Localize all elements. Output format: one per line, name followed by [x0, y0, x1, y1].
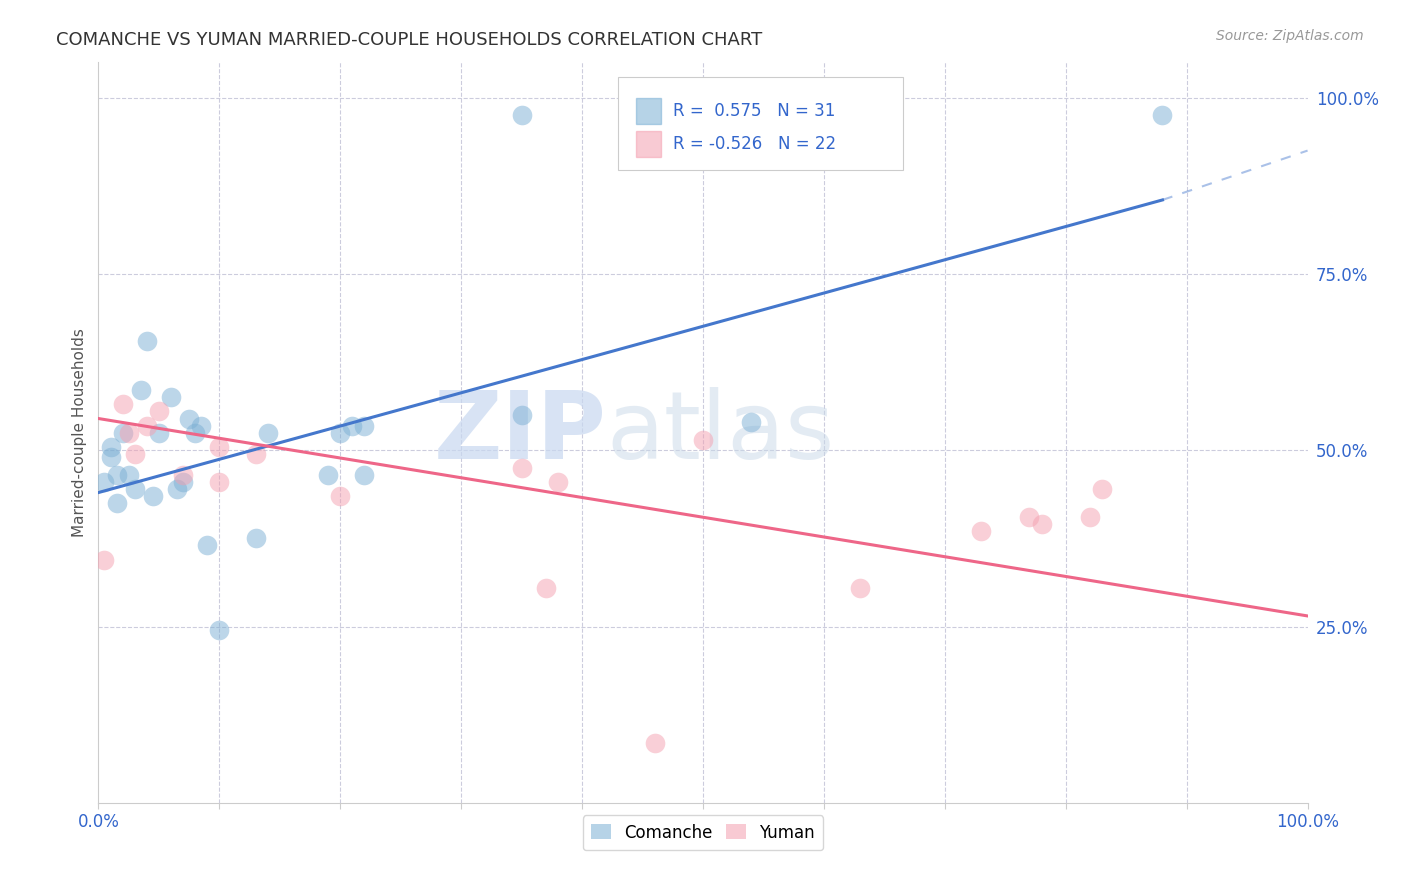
Point — [124, 447, 146, 461]
Point — [1091, 482, 1114, 496]
Point — [329, 489, 352, 503]
Y-axis label: Married-couple Households: Married-couple Households — [72, 328, 87, 537]
Point — [184, 425, 207, 440]
Point — [245, 447, 267, 461]
Text: Source: ZipAtlas.com: Source: ZipAtlas.com — [1216, 29, 1364, 43]
Point — [534, 581, 557, 595]
Point — [208, 623, 231, 637]
Point — [510, 108, 533, 122]
Point — [510, 408, 533, 422]
Point — [353, 467, 375, 482]
Point — [1031, 517, 1053, 532]
Point — [93, 475, 115, 489]
Point — [208, 440, 231, 454]
Point — [195, 538, 218, 552]
Point — [179, 411, 201, 425]
Point — [256, 425, 278, 440]
Legend: Comanche, Yuman: Comanche, Yuman — [582, 815, 824, 850]
Point — [93, 552, 115, 566]
Point — [970, 524, 993, 539]
Point — [353, 418, 375, 433]
Point — [692, 433, 714, 447]
Point — [1152, 108, 1174, 122]
Point — [172, 475, 194, 489]
Point — [100, 440, 122, 454]
Point — [100, 450, 122, 465]
Point — [190, 418, 212, 433]
FancyBboxPatch shape — [619, 78, 903, 169]
Point — [160, 390, 183, 404]
Point — [118, 467, 141, 482]
Point — [329, 425, 352, 440]
Point — [316, 467, 339, 482]
Point — [547, 475, 569, 489]
Point — [105, 467, 128, 482]
Point — [740, 415, 762, 429]
FancyBboxPatch shape — [637, 97, 661, 123]
Point — [105, 496, 128, 510]
Point — [135, 334, 157, 348]
Point — [135, 418, 157, 433]
FancyBboxPatch shape — [637, 131, 661, 157]
Point — [148, 404, 170, 418]
Point — [849, 581, 872, 595]
Point — [245, 532, 267, 546]
Point — [644, 736, 666, 750]
Text: ZIP: ZIP — [433, 386, 606, 479]
Text: COMANCHE VS YUMAN MARRIED-COUPLE HOUSEHOLDS CORRELATION CHART: COMANCHE VS YUMAN MARRIED-COUPLE HOUSEHO… — [56, 31, 762, 49]
Point — [111, 397, 134, 411]
Point — [129, 384, 152, 398]
Point — [1078, 510, 1101, 524]
Text: atlas: atlas — [606, 386, 835, 479]
Point — [166, 482, 188, 496]
Point — [142, 489, 165, 503]
Point — [510, 461, 533, 475]
Point — [148, 425, 170, 440]
Point — [118, 425, 141, 440]
Point — [342, 418, 364, 433]
Point — [208, 475, 231, 489]
Point — [124, 482, 146, 496]
Point — [111, 425, 134, 440]
Text: R = -0.526   N = 22: R = -0.526 N = 22 — [672, 135, 837, 153]
Point — [172, 467, 194, 482]
Point — [1018, 510, 1040, 524]
Text: R =  0.575   N = 31: R = 0.575 N = 31 — [672, 102, 835, 120]
